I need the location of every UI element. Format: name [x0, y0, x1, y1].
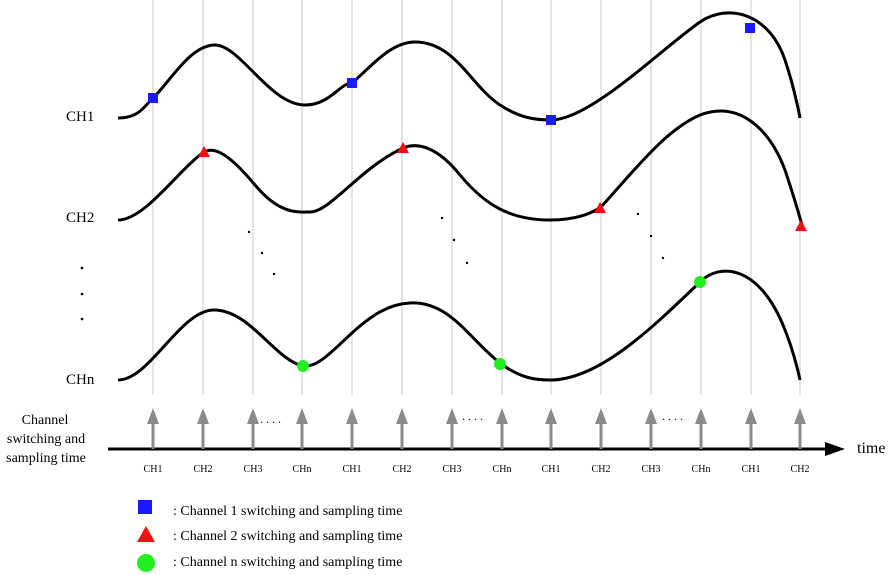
legend-triangle-icon: [137, 526, 155, 542]
sampling-arrowhead: [545, 408, 557, 424]
tick-label: CHn: [293, 464, 312, 475]
legend-item-3: : Channel n switching and sampling time: [173, 555, 402, 570]
ch2-waveform: [117, 109, 804, 226]
sampling-arrowhead: [197, 408, 209, 424]
ch2-sample-marker: [795, 220, 807, 231]
legend-item-1: : Channel 1 switching and sampling time: [173, 504, 402, 519]
tick-label: CH1: [343, 464, 362, 475]
time-axis-label: time: [857, 440, 885, 457]
tick-label: CH1: [144, 464, 163, 475]
sampling-arrowhead: [695, 408, 707, 424]
diagonal-ellipsis-dots: [247, 212, 665, 276]
ch1-waveform: [117, 11, 802, 122]
legend-item-2: : Channel 2 switching and sampling time: [173, 529, 402, 544]
sampling-arrowhead: [147, 408, 159, 424]
channel-ellipsis-dots: [80, 266, 84, 321]
sampling-arrowhead: [247, 408, 259, 424]
arrow-ellipsis: . . . .: [462, 409, 483, 423]
tick-label: CH2: [393, 464, 412, 475]
sample-markers: [148, 23, 807, 372]
chn-sample-marker: [494, 358, 506, 370]
sampling-arrowhead: [396, 408, 408, 424]
ch1-sample-marker: [148, 93, 158, 103]
sampling-arrowhead: [645, 408, 657, 424]
tick-label: CH3: [244, 464, 263, 475]
tick-label: CH3: [443, 464, 462, 475]
time-axis-arrowhead: [825, 442, 845, 456]
chn-label: CHn: [66, 372, 95, 388]
sampling-arrowhead: [496, 408, 508, 424]
tick-label: CH1: [742, 464, 761, 475]
axis-side-label-line3: sampling time: [6, 451, 86, 466]
tick-labels: CH1 CH2 CH3 CHn CH1 CH2 CH3 CHn CH1 CH2 CH3 CHn CH1 C…: [144, 464, 810, 475]
tick-label: CH2: [194, 464, 213, 475]
tick-label: CHn: [493, 464, 512, 475]
tick-label: CH2: [791, 464, 810, 475]
tick-label: CH2: [592, 464, 611, 475]
sampling-arrowhead: [446, 408, 458, 424]
tick-label: CH3: [642, 464, 661, 475]
ch1-sample-marker: [347, 78, 357, 88]
chn-waveform: [117, 269, 802, 382]
chn-sample-marker: [694, 276, 706, 288]
ch1-sample-marker: [546, 115, 556, 125]
sampling-arrowhead: [745, 408, 757, 424]
ch2-sample-marker: [594, 202, 606, 213]
sampling-grid-lines: [152, 0, 801, 395]
axis-side-label-line1: Channel: [22, 413, 69, 428]
chn-sample-marker: [297, 360, 309, 372]
ch1-label: CH1: [66, 109, 94, 125]
legend-square-icon: [138, 500, 152, 514]
sampling-arrowhead: [346, 408, 358, 424]
sampling-arrowhead: [595, 408, 607, 424]
tick-label: CHn: [692, 464, 711, 475]
sampling-arrowhead: [296, 408, 308, 424]
ch2-sample-marker: [198, 146, 210, 157]
sampling-arrowhead: [794, 408, 806, 424]
ch2-label: CH2: [66, 210, 94, 226]
axis-side-label-line2: switching and: [7, 432, 85, 447]
sampling-arrows: [147, 408, 806, 449]
ch1-sample-marker: [745, 23, 755, 33]
arrow-ellipsis: . . . .: [662, 409, 683, 423]
tick-label: CH1: [542, 464, 561, 475]
ch2-sample-marker: [397, 142, 409, 153]
legend-circle-icon: [137, 554, 155, 572]
arrow-ellipsis: . . . .: [260, 412, 281, 426]
